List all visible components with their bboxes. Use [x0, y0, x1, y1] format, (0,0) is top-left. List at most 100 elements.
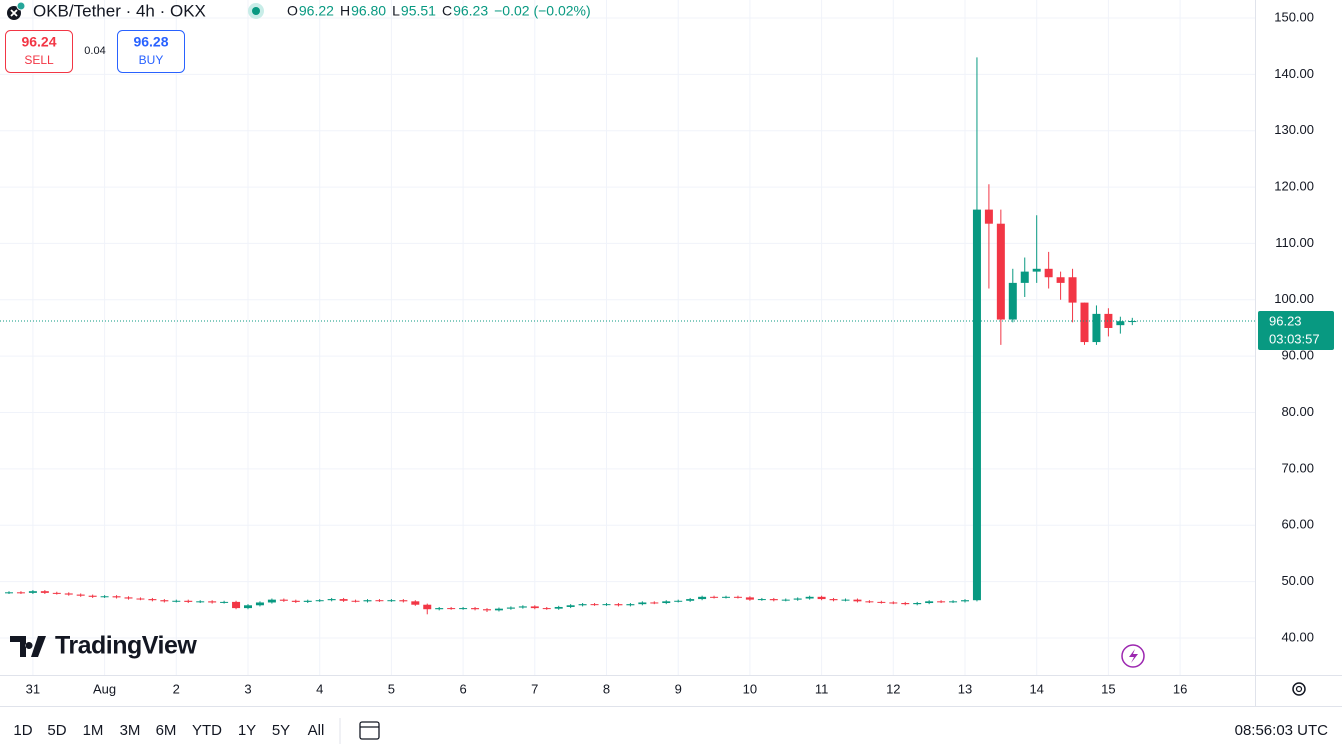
range-button[interactable]: 1Y [238, 722, 256, 739]
sell-button[interactable] [5, 30, 73, 73]
candle-body [566, 605, 575, 607]
x-tick-label: 5 [388, 681, 395, 696]
x-tick-label: 11 [815, 681, 829, 696]
candle-body [984, 209, 993, 224]
candle-body [1116, 321, 1125, 326]
range-button[interactable]: 1D [13, 722, 32, 739]
candle-body [1056, 277, 1065, 283]
candle-body [733, 596, 742, 598]
candle-body [996, 223, 1005, 320]
candle-body [483, 609, 491, 611]
candle-body [1068, 277, 1077, 303]
clock[interactable]: 08:56:03 UTC [1235, 722, 1329, 739]
candle-body [76, 594, 85, 596]
x-tick-label: 4 [316, 681, 323, 696]
x-tick-label: 9 [675, 681, 682, 696]
candle-body [1008, 282, 1017, 320]
x-tick-label: 8 [603, 681, 610, 696]
candle-body [710, 596, 719, 598]
range-button[interactable]: 5Y [272, 722, 290, 739]
settings-icon-core [1295, 685, 1303, 693]
range-button[interactable]: All [308, 722, 325, 739]
candle-body [399, 600, 408, 602]
symbol-title[interactable]: OKB/Tether · 4h · OKX [33, 1, 206, 20]
candle-body [5, 592, 13, 594]
candle-body [674, 600, 683, 602]
range-button[interactable]: YTD [192, 722, 222, 739]
candle-body [1032, 268, 1041, 272]
x-tick-label: 3 [244, 681, 251, 696]
candle-body [52, 592, 61, 594]
logo-icon [10, 636, 46, 657]
date-range-icon[interactable] [359, 721, 380, 740]
x-tick-label: 7 [531, 681, 538, 696]
candle-body [972, 209, 981, 601]
y-tick-label: 110.00 [1275, 235, 1314, 250]
candle-body [291, 600, 300, 602]
candle-body [626, 604, 635, 606]
candle-body [315, 600, 324, 602]
exchange-badge [16, 1, 26, 11]
candle-body [160, 600, 169, 602]
y-tick-label: 70.00 [1281, 460, 1314, 475]
candle-body [28, 591, 37, 593]
y-tick-label: 150.00 [1274, 9, 1314, 24]
y-tick-label: 90.00 [1281, 348, 1314, 363]
candle-body [853, 599, 862, 602]
candle-body [781, 599, 790, 601]
y-tick-label: 40.00 [1281, 629, 1314, 644]
candle-body [949, 601, 958, 603]
candle-body [961, 600, 969, 602]
candle-body [518, 606, 527, 608]
ohlc-value: 95.51 [401, 3, 436, 19]
last-price-box [1258, 311, 1334, 351]
candle-body [351, 600, 360, 602]
buy-button[interactable] [117, 30, 185, 73]
candle-body [339, 599, 348, 601]
y-tick-label: 130.00 [1274, 122, 1314, 137]
candle-body [805, 596, 814, 599]
candle-body [494, 608, 503, 611]
range-button[interactable]: 6M [156, 722, 177, 739]
range-button[interactable]: 5D [47, 722, 66, 739]
last-price-label: 96.23 [1269, 313, 1302, 328]
x-tick-label: Aug [93, 681, 116, 696]
candle-body [913, 603, 922, 605]
x-tick-label: 31 [26, 681, 40, 696]
candle-body [1080, 302, 1089, 343]
sell-price: 96.24 [21, 34, 56, 50]
y-tick-label: 140.00 [1274, 66, 1314, 81]
candle-body [578, 604, 587, 606]
candle-body [184, 600, 193, 602]
range-button[interactable]: 1M [83, 722, 104, 739]
candle-body [279, 599, 288, 601]
sell-label: SELL [24, 53, 54, 67]
x-tick-label: 12 [886, 681, 900, 696]
candle-body [387, 600, 396, 602]
candle-body [112, 596, 121, 598]
candle-body [232, 601, 241, 609]
candle-body [303, 600, 312, 602]
y-tick-label: 100.00 [1274, 291, 1314, 306]
candle-body [757, 599, 766, 601]
candle-body [686, 599, 695, 601]
ohlc-label: C [442, 3, 452, 19]
candle-body [471, 608, 480, 610]
candle-body [841, 599, 850, 601]
candle-body [327, 599, 336, 601]
candle-body [650, 602, 659, 604]
candle-body [88, 595, 97, 597]
candle-body [172, 600, 181, 602]
alert-bolt [1129, 649, 1138, 663]
candle-body [1044, 268, 1053, 278]
candle-body [554, 606, 563, 609]
ohlc-label: O [287, 3, 298, 19]
candle-body [136, 598, 145, 600]
ohlc-value: 96.23 [453, 3, 488, 19]
y-tick-label: 60.00 [1281, 517, 1314, 532]
alert-icon[interactable] [1121, 644, 1145, 668]
range-button[interactable]: 3M [120, 722, 141, 739]
y-tick-label: 120.00 [1274, 179, 1314, 194]
settings-icon[interactable] [1292, 682, 1306, 696]
